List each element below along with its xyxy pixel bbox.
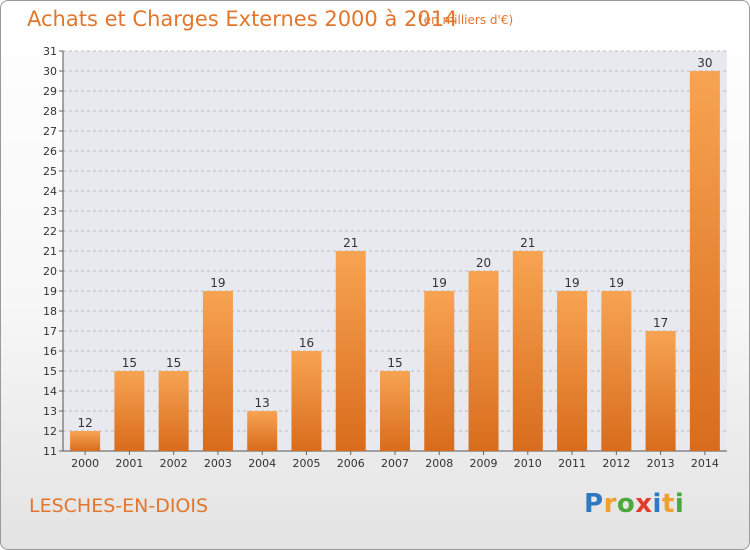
- x-tick-label: 2009: [470, 457, 498, 470]
- bar: [70, 431, 101, 451]
- y-tick-label: 25: [43, 165, 57, 178]
- bar-value-label: 15: [122, 356, 137, 370]
- bar-value-label: 20: [476, 256, 491, 270]
- y-tick-label: 21: [43, 245, 57, 258]
- x-tick-label: 2007: [381, 457, 409, 470]
- y-tick-label: 23: [43, 205, 57, 218]
- bar-value-label: 17: [653, 316, 668, 330]
- proxiti-logo: Proxiti: [584, 489, 684, 519]
- bar: [114, 371, 145, 451]
- y-tick-label: 17: [43, 325, 57, 338]
- x-tick-label: 2010: [514, 457, 542, 470]
- x-tick-label: 2000: [71, 457, 99, 470]
- bar-value-label: 30: [697, 56, 712, 70]
- x-tick-label: 2001: [115, 457, 143, 470]
- chart-title: Achats et Charges Externes 2000 à 2014: [27, 7, 458, 31]
- y-tick-label: 18: [43, 305, 57, 318]
- x-tick-label: 2012: [602, 457, 630, 470]
- bar-value-label: 19: [210, 276, 225, 290]
- logo-letter: t: [661, 489, 675, 519]
- y-tick-label: 15: [43, 365, 57, 378]
- logo-letter: i: [674, 489, 685, 519]
- y-tick-label: 29: [43, 85, 57, 98]
- chart-subtitle: (en milliers d'€): [419, 13, 514, 27]
- x-tick-label: 2008: [425, 457, 453, 470]
- y-tick-label: 28: [43, 105, 57, 118]
- y-tick-label: 27: [43, 125, 57, 138]
- bar-value-label: 15: [387, 356, 402, 370]
- bar-value-label: 19: [609, 276, 624, 290]
- x-tick-label: 2004: [248, 457, 276, 470]
- logo-letter: i: [652, 489, 662, 519]
- bar: [247, 411, 278, 451]
- place-name: LESCHES-EN-DIOIS: [29, 495, 209, 517]
- bar-value-label: 13: [255, 396, 270, 410]
- y-tick-label: 16: [43, 345, 57, 358]
- y-tick-label: 11: [43, 445, 57, 458]
- x-tick-label: 2006: [337, 457, 365, 470]
- logo-letter: r: [603, 489, 617, 519]
- bar-value-label: 16: [299, 336, 314, 350]
- logo-letter: o: [616, 489, 636, 519]
- bar: [202, 291, 233, 451]
- y-tick-label: 22: [43, 225, 57, 238]
- x-tick-label: 2013: [647, 457, 675, 470]
- y-tick-label: 30: [43, 65, 57, 78]
- logo-letter: x: [635, 489, 653, 519]
- bar-value-label: 19: [564, 276, 579, 290]
- x-tick-label: 2002: [160, 457, 188, 470]
- x-tick-label: 2003: [204, 457, 232, 470]
- bar: [601, 291, 632, 451]
- bar: [468, 271, 499, 451]
- y-tick-label: 13: [43, 405, 57, 418]
- bar-value-label: 19: [432, 276, 447, 290]
- y-tick-label: 31: [43, 45, 57, 58]
- y-tick-label: 12: [43, 425, 57, 438]
- bar: [512, 251, 543, 451]
- bar-value-label: 12: [77, 416, 92, 430]
- bar: [291, 351, 322, 451]
- bar: [689, 71, 720, 451]
- y-tick-label: 20: [43, 265, 57, 278]
- bar-value-label: 21: [520, 236, 535, 250]
- bar-value-label: 21: [343, 236, 358, 250]
- y-tick-label: 14: [43, 385, 57, 398]
- bar: [424, 291, 455, 451]
- x-tick-label: 2005: [292, 457, 320, 470]
- bar-value-label: 15: [166, 356, 181, 370]
- y-tick-label: 26: [43, 145, 57, 158]
- bar: [335, 251, 366, 451]
- y-tick-label: 19: [43, 285, 57, 298]
- x-tick-label: 2011: [558, 457, 586, 470]
- x-tick-label: 2014: [691, 457, 719, 470]
- bar: [158, 371, 189, 451]
- logo-letter: P: [584, 489, 604, 519]
- bar: [380, 371, 410, 451]
- bar: [557, 291, 588, 451]
- y-tick-label: 24: [43, 185, 57, 198]
- bar: [645, 331, 676, 451]
